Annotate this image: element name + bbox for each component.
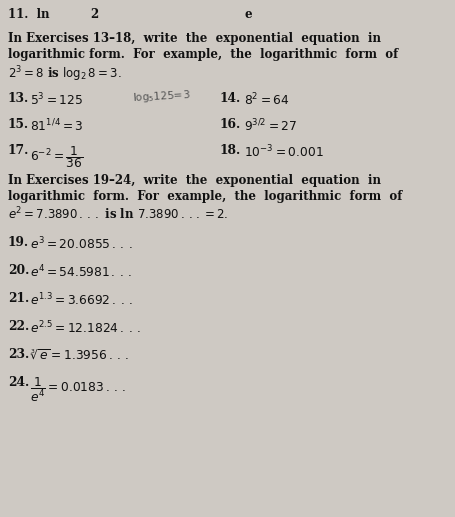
Text: $9^{3/2} = 27$: $9^{3/2} = 27$: [243, 118, 297, 134]
Text: 17.: 17.: [8, 144, 29, 157]
Text: $\dfrac{1}{e^4} = 0.0183\,{.}\,{.}\,{.}$: $\dfrac{1}{e^4} = 0.0183\,{.}\,{.}\,{.}$: [30, 376, 126, 404]
Text: 2: 2: [90, 8, 98, 21]
Text: 20.: 20.: [8, 264, 29, 277]
Text: 16.: 16.: [219, 118, 241, 131]
Text: 15.: 15.: [8, 118, 29, 131]
Text: 11.  ln: 11. ln: [8, 8, 50, 21]
Text: $2^3 = 8$ is $\mathrm{log}_2\,8 = 3.$: $2^3 = 8$ is $\mathrm{log}_2\,8 = 3.$: [8, 64, 121, 84]
Text: $e^4 = 54.5981\,{.}\,{.}\,{.}$: $e^4 = 54.5981\,{.}\,{.}\,{.}$: [30, 264, 131, 281]
Text: $6^{-2} = \dfrac{1}{36}$: $6^{-2} = \dfrac{1}{36}$: [30, 144, 83, 170]
Text: 22.: 22.: [8, 320, 29, 333]
Text: logarithmic form.  For  example,  the  logarithmic  form  of: logarithmic form. For example, the logar…: [8, 48, 397, 61]
Text: 14.: 14.: [219, 92, 241, 105]
Text: In Exercises 19–24,  write  the  exponential  equation  in: In Exercises 19–24, write the exponentia…: [8, 174, 380, 187]
Text: 21.: 21.: [8, 292, 29, 305]
Text: 19.: 19.: [8, 236, 29, 249]
Text: $e^{2.5} = 12.1824\,{.}\,{.}\,{.}$: $e^{2.5} = 12.1824\,{.}\,{.}\,{.}$: [30, 320, 141, 337]
Text: $\sqrt[3]{e} = 1.3956\,{.}\,{.}\,{.}$: $\sqrt[3]{e} = 1.3956\,{.}\,{.}\,{.}$: [30, 348, 129, 362]
Text: 24.: 24.: [8, 376, 29, 389]
Text: logarithmic  form.  For  example,  the  logarithmic  form  of: logarithmic form. For example, the logar…: [8, 190, 401, 203]
Text: $e^{1.3} = 3.6692\,{.}\,{.}\,{.}$: $e^{1.3} = 3.6692\,{.}\,{.}\,{.}$: [30, 292, 132, 309]
Text: $8^2 = 64$: $8^2 = 64$: [243, 92, 289, 109]
Text: $e^3 = 20.0855\,{.}\,{.}\,{.}$: $e^3 = 20.0855\,{.}\,{.}\,{.}$: [30, 236, 132, 253]
Text: 18.: 18.: [219, 144, 241, 157]
Text: e: e: [244, 8, 252, 21]
Text: $81^{1/4} = 3$: $81^{1/4} = 3$: [30, 118, 83, 134]
Text: In Exercises 13–18,  write  the  exponential  equation  in: In Exercises 13–18, write the exponentia…: [8, 32, 380, 45]
Text: 13.: 13.: [8, 92, 29, 105]
Text: $10^{-3} = 0.001$: $10^{-3} = 0.001$: [243, 144, 323, 161]
Text: $\mathit{\log_5\!125\!=\!3}$: $\mathit{\log_5\!125\!=\!3}$: [131, 88, 190, 105]
Text: $5^3 = 125$: $5^3 = 125$: [30, 92, 83, 109]
Text: $e^2 = 7.3890\,{.}\,{.}\,{.}$ is ln $7.3890\,{.}\,{.}\,{.} = 2.$: $e^2 = 7.3890\,{.}\,{.}\,{.}$ is ln $7.3…: [8, 206, 228, 223]
Text: 23.: 23.: [8, 348, 29, 361]
